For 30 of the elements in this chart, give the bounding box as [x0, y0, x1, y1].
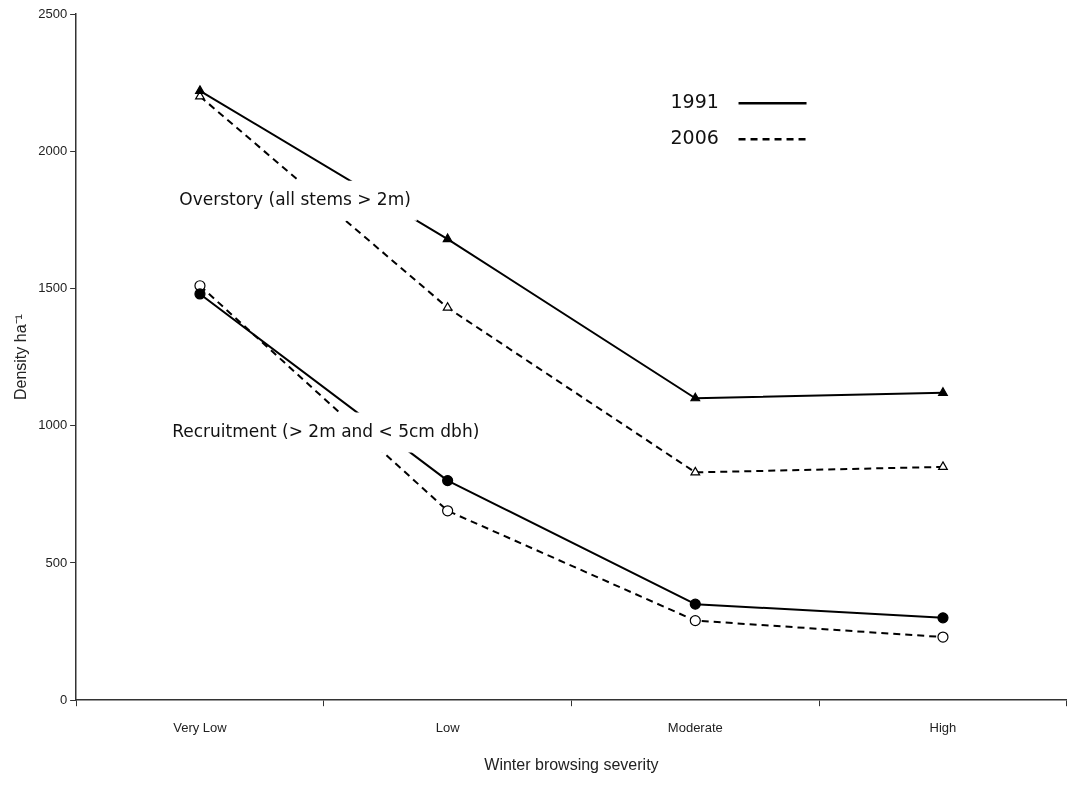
- x-tick-label: Very Low: [173, 719, 228, 735]
- x-axis-title: Winter browsing severity: [484, 755, 659, 773]
- point: [937, 612, 949, 624]
- point: [195, 85, 205, 94]
- y-axis-title: Density ha⁻¹: [12, 314, 30, 401]
- point: [690, 392, 701, 402]
- point: [194, 288, 206, 300]
- point: [689, 598, 701, 610]
- point: [938, 387, 948, 396]
- point: [937, 631, 949, 643]
- x-tick-label: Moderate: [667, 719, 723, 735]
- y-tick-label: 2000: [38, 142, 68, 158]
- y-tick-label: 1000: [38, 417, 68, 433]
- y-tick-label: 500: [45, 554, 68, 570]
- point: [689, 615, 701, 627]
- point: [442, 302, 453, 311]
- legend-label: 2006: [670, 126, 719, 149]
- y-tick-label: 2500: [38, 5, 68, 21]
- x-tick-label: Low: [435, 719, 461, 735]
- annotation: Recruitment (> 2m and < 5cm dbh): [172, 421, 480, 441]
- point: [690, 466, 701, 476]
- y-tick-label: 1500: [38, 280, 68, 296]
- point: [938, 461, 948, 470]
- x-tick-label: High: [929, 719, 957, 735]
- point: [442, 475, 454, 487]
- annotation: Overstory (all stems > 2m): [179, 189, 411, 210]
- point: [442, 233, 453, 243]
- y-tick-label: 0: [59, 691, 68, 707]
- point: [442, 505, 454, 517]
- legend-label: 1991: [670, 90, 719, 113]
